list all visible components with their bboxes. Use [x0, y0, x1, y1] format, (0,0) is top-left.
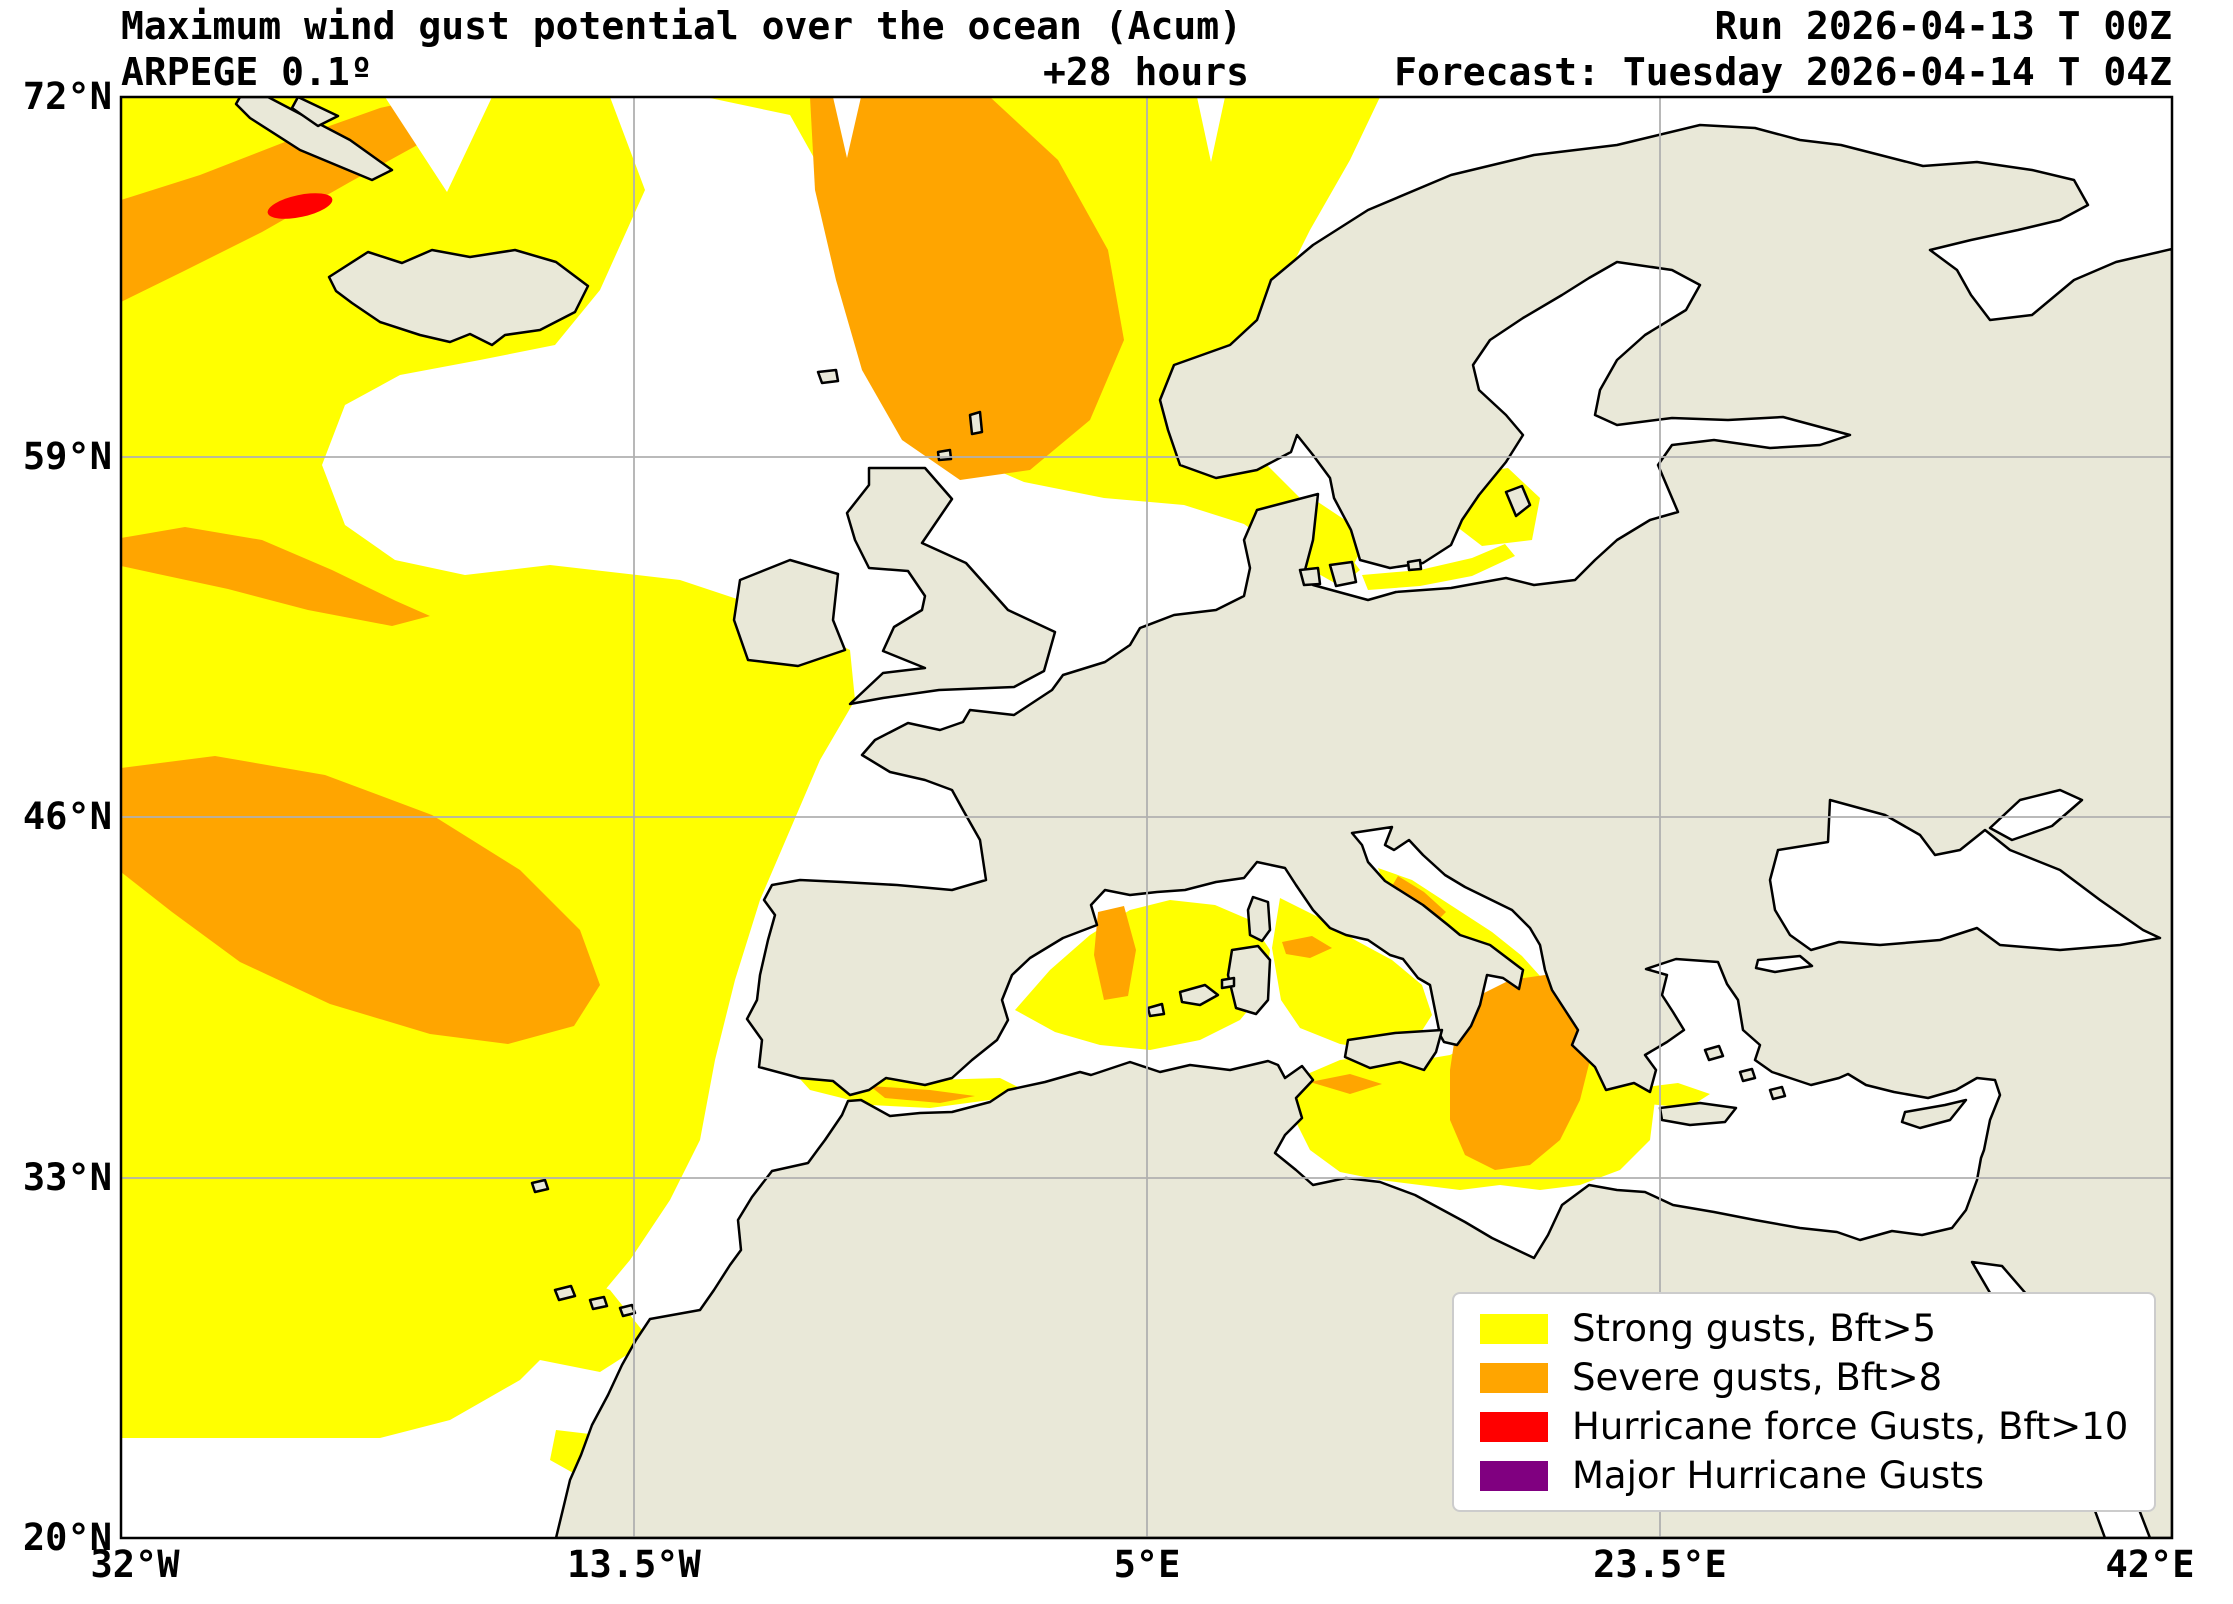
- page-title: Maximum wind gust potential over the oce…: [121, 4, 1243, 48]
- land-sicily: [1343, 1028, 1444, 1072]
- gust-severe-gulf-of-lion: [1094, 906, 1136, 1000]
- land-layer: [234, 97, 2172, 1538]
- land-gotland: [1504, 484, 1532, 518]
- forecast-label: Forecast: Tuesday 2026-04-14 T 04Z: [1394, 50, 2172, 94]
- legend-item-strong: Strong gusts, Bft>5: [1480, 1306, 2144, 1350]
- gust-hurricane-spot: [267, 193, 333, 219]
- strong-gusts-swatch: [1480, 1313, 1548, 1344]
- land-shetland: [968, 410, 984, 436]
- lon-tick-42e: 42°E: [2105, 1543, 2195, 1586]
- land-canary-2: [588, 1295, 609, 1311]
- land-cyprus: [1900, 1098, 1968, 1130]
- lat-tick-72n: 72°N: [22, 75, 112, 118]
- land-great-britain: [845, 466, 1057, 706]
- major-hurricane-gusts-label: Major Hurricane Gusts: [1572, 1453, 1984, 1497]
- ocean-notch-3: [1197, 97, 1225, 162]
- model-label: ARPEGE 0.1º: [121, 50, 373, 94]
- land-corsica: [1246, 895, 1272, 943]
- land-faroe: [816, 368, 840, 385]
- gust-severe-norwegian-core: [810, 97, 1124, 480]
- land-orkney: [936, 448, 953, 462]
- land-mainland: [554, 123, 2172, 1538]
- gust-area-kattegat: [1308, 498, 1360, 572]
- gust-severe-atlantic-core: [121, 756, 600, 1044]
- legend-item-severe: Severe gusts, Bft>8: [1480, 1355, 2144, 1399]
- land-menorca: [1220, 976, 1236, 990]
- gust-severe-sicily-channel: [1310, 1074, 1382, 1094]
- gust-severe-alboran: [870, 1086, 975, 1103]
- gust-hurricane-layer: [267, 193, 333, 219]
- sea-black-sea: [1768, 798, 2162, 952]
- gust-area-atlantic: [121, 97, 855, 1438]
- land-madeira: [530, 1178, 550, 1194]
- lon-tick-135w: 13.5°W: [567, 1543, 701, 1586]
- legend-item-major-hurricane: Major Hurricane Gusts: [1480, 1453, 2144, 1497]
- land-crete: [1658, 1101, 1738, 1127]
- land-bornholm: [1406, 558, 1423, 572]
- gust-streak-morocco-1: [430, 1250, 650, 1372]
- land-aegean-island-1: [1703, 1044, 1725, 1062]
- major-hurricane-gusts-swatch: [1480, 1460, 1548, 1491]
- run-label: Run 2026-04-13 T 00Z: [1714, 4, 2172, 48]
- land-iceland: [327, 248, 590, 347]
- ocean-notches: [385, 97, 1225, 192]
- severe-gusts-swatch: [1480, 1362, 1548, 1393]
- hurricane-gusts-label: Hurricane force Gusts, Bft>10: [1572, 1404, 2129, 1448]
- gust-area-balearic: [1015, 900, 1270, 1050]
- land-rhodes: [1768, 1085, 1787, 1101]
- gust-severe-bonifacio: [1282, 936, 1332, 958]
- lon-tick-235e: 23.5°E: [1593, 1543, 1727, 1586]
- sea-azov: [1988, 788, 2084, 842]
- gust-area-sw-baltic: [1362, 544, 1515, 590]
- land-mallorca: [1178, 983, 1220, 1007]
- gust-severe-mid-band: [121, 527, 430, 626]
- land-aegean-island-2: [1738, 1067, 1757, 1083]
- land-canary-1: [553, 1284, 577, 1302]
- legend-item-hurricane: Hurricane force Gusts, Bft>10: [1480, 1404, 2144, 1448]
- lat-tick-59n: 59°N: [22, 435, 112, 478]
- lead-time-label: +28 hours: [1043, 50, 1249, 94]
- land-funen: [1298, 566, 1322, 587]
- lat-tick-33n: 33°N: [22, 1156, 112, 1199]
- land-greenland-fragment: [234, 97, 394, 182]
- sea-marmara: [1754, 954, 1814, 974]
- graticule-layer: [121, 97, 2172, 1538]
- strong-gusts-label: Strong gusts, Bft>5: [1572, 1306, 1937, 1350]
- gust-streak-morocco-2: [322, 1286, 428, 1338]
- lat-tick-46n: 46°N: [22, 795, 112, 838]
- land-canary-3: [618, 1303, 637, 1318]
- land-ibiza: [1146, 1002, 1166, 1018]
- lat-tick-20n: 20°N: [22, 1516, 112, 1559]
- land-ireland: [732, 558, 847, 668]
- ocean-notch-1: [385, 97, 492, 192]
- legend: Strong gusts, Bft>5 Severe gusts, Bft>8 …: [1452, 1292, 2156, 1512]
- gust-area-aegean-south: [1638, 1083, 1710, 1108]
- lon-tick-5e: 5°E: [1113, 1543, 1181, 1586]
- land-zealand: [1328, 560, 1358, 588]
- ocean-notch-2: [833, 97, 861, 158]
- severe-gusts-label: Severe gusts, Bft>8: [1572, 1355, 1943, 1399]
- hurricane-gusts-swatch: [1480, 1411, 1548, 1442]
- gust-severe-ionian-core: [1450, 975, 1590, 1170]
- land-greenland-spike: [290, 97, 340, 128]
- plot-border: [119, 95, 2174, 1540]
- lon-tick-32w: 32°W: [90, 1543, 180, 1586]
